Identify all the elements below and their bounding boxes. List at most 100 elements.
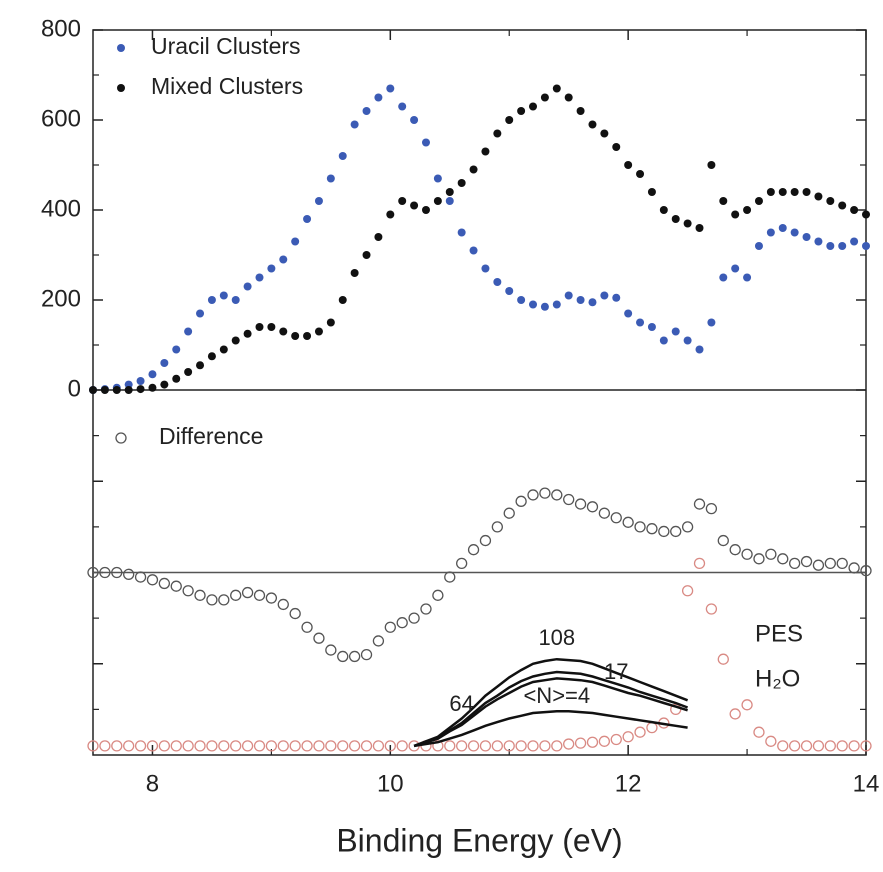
legend-marker xyxy=(117,44,125,52)
data-point xyxy=(765,735,777,747)
data-point xyxy=(469,165,478,174)
data-point xyxy=(574,498,587,510)
data-point xyxy=(396,740,408,752)
data-point xyxy=(314,197,323,205)
data-point xyxy=(241,740,254,752)
data-point xyxy=(136,377,145,385)
data-point xyxy=(588,120,597,129)
data-point xyxy=(314,327,323,336)
data-point xyxy=(527,740,539,752)
data-point xyxy=(325,644,337,656)
data-point xyxy=(812,559,825,571)
data-point xyxy=(741,699,753,711)
data-point xyxy=(670,525,682,538)
data-point xyxy=(219,345,228,354)
data-point xyxy=(99,566,111,579)
data-point xyxy=(576,107,585,115)
data-point xyxy=(600,129,609,138)
line-series xyxy=(413,670,689,748)
data-point xyxy=(636,318,645,327)
data-point xyxy=(529,300,538,309)
data-point xyxy=(527,489,539,501)
data-point xyxy=(100,386,109,394)
line-series xyxy=(413,709,688,748)
data-point xyxy=(705,603,718,615)
data-point xyxy=(790,188,799,196)
data-point xyxy=(777,740,789,752)
data-point xyxy=(267,264,276,273)
data-point xyxy=(778,188,787,196)
x-tick-label: 10 xyxy=(377,770,404,797)
data-point xyxy=(326,174,335,183)
data-point xyxy=(303,332,312,340)
line-series xyxy=(413,657,689,748)
data-point xyxy=(610,733,622,746)
data-point xyxy=(563,738,575,750)
plot-frame xyxy=(92,29,867,756)
data-point xyxy=(539,487,551,499)
data-point xyxy=(848,740,860,752)
y-tick-label: 200 xyxy=(41,285,81,312)
data-point xyxy=(243,282,252,291)
data-point xyxy=(194,740,206,752)
data-point xyxy=(777,553,789,565)
data-point xyxy=(313,632,325,644)
data-point xyxy=(360,648,373,661)
data-point xyxy=(89,386,97,394)
data-point xyxy=(862,242,870,250)
data-point xyxy=(612,143,621,151)
data-point xyxy=(170,740,182,752)
data-point xyxy=(182,585,194,597)
data-point xyxy=(136,385,145,394)
legend-marker xyxy=(115,432,127,444)
data-point xyxy=(410,201,419,210)
data-point xyxy=(457,228,466,237)
data-point xyxy=(301,621,313,633)
line-series xyxy=(413,677,688,748)
data-point xyxy=(826,242,835,250)
data-point xyxy=(301,740,313,752)
x-tick-label: 12 xyxy=(615,770,642,797)
data-point xyxy=(421,138,430,147)
data-point xyxy=(313,740,325,752)
data-point xyxy=(289,740,301,752)
data-point xyxy=(659,336,668,345)
y-tick-label: 0 xyxy=(68,375,81,402)
data-point xyxy=(196,361,205,370)
data-point xyxy=(160,380,169,389)
data-point xyxy=(148,383,157,392)
data-point xyxy=(695,345,704,354)
data-point xyxy=(719,197,728,205)
data-point xyxy=(754,197,763,205)
data-point xyxy=(586,736,599,748)
data-point xyxy=(396,617,408,629)
data-point xyxy=(681,585,694,597)
data-point xyxy=(456,557,468,570)
data-point xyxy=(184,327,193,336)
data-point xyxy=(277,740,289,752)
x-tick-label: 8 xyxy=(146,770,159,797)
data-point xyxy=(338,152,347,160)
data-point xyxy=(707,161,716,169)
x-tick-label: 14 xyxy=(853,770,880,797)
data-point xyxy=(279,327,288,336)
data-point xyxy=(505,116,514,124)
data-point xyxy=(790,228,799,237)
data-point xyxy=(207,296,216,304)
data-point xyxy=(479,534,492,547)
data-point xyxy=(372,740,385,752)
data-point xyxy=(574,737,587,749)
data-point xyxy=(683,336,692,345)
data-point xyxy=(622,516,634,528)
data-point xyxy=(671,215,680,223)
data-point xyxy=(824,740,836,752)
data-point xyxy=(681,521,694,533)
data-point xyxy=(848,562,860,574)
data-point xyxy=(729,708,741,720)
data-point xyxy=(289,607,301,620)
data-point xyxy=(433,197,442,205)
data-point xyxy=(386,84,395,93)
data-point xyxy=(493,129,502,138)
data-point xyxy=(160,359,169,367)
